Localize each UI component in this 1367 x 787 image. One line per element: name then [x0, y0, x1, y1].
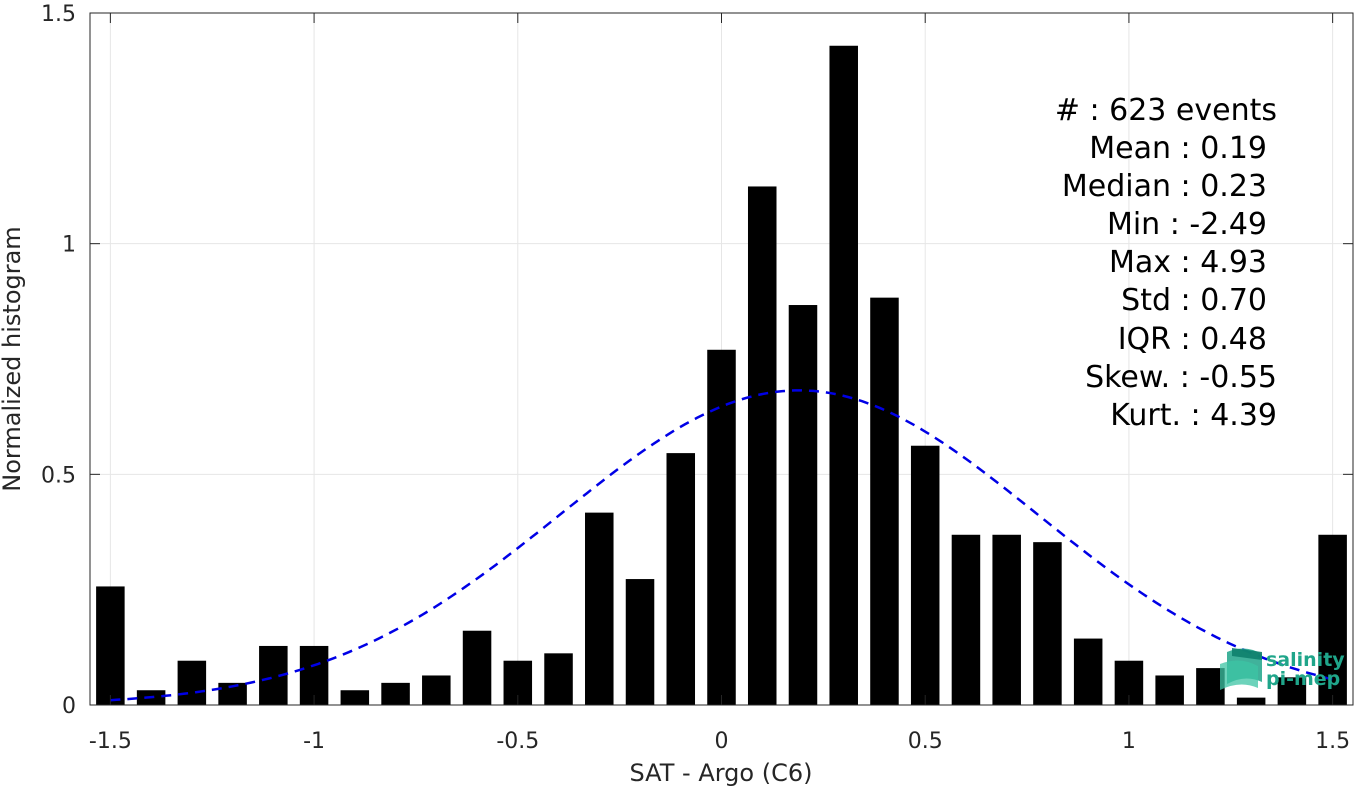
histogram-bar — [422, 675, 451, 705]
normal-fit-curve — [110, 389, 1333, 702]
histogram-bar — [340, 690, 370, 705]
y-tick-label: 0 — [62, 694, 76, 719]
histogram-bar — [707, 349, 736, 705]
x-tick-label: 0 — [715, 729, 729, 754]
stat-skew: Skew. : -0.55 — [1085, 360, 1277, 395]
histogram-bar — [1277, 677, 1307, 705]
histogram-bar — [177, 660, 207, 705]
histogram-bar — [544, 653, 573, 705]
stat-kurt: Kurt. : 4.39 — [1110, 398, 1277, 433]
stat-mean: Mean : 0.19 — [1089, 131, 1267, 166]
stat-iqr: IQR : 0.48 — [1118, 322, 1267, 357]
stat-std: Std : 0.70 — [1121, 283, 1267, 318]
salinity-pimep-logo: salinity pi-mep — [1220, 648, 1345, 690]
histogram-bar — [1073, 638, 1103, 705]
logo-line2: pi-mep — [1266, 668, 1340, 690]
histogram-bar — [747, 186, 777, 706]
y-tick-label: 1 — [62, 233, 76, 258]
histogram-bar — [992, 534, 1021, 705]
histogram-bar — [218, 682, 247, 705]
y-axis-label: Normalized histogram — [0, 226, 26, 491]
stat-max: Max : 4.93 — [1109, 245, 1267, 280]
histogram-bar — [1236, 697, 1266, 705]
histogram-bar — [1196, 668, 1225, 705]
stat-events: # : 623 events — [1055, 93, 1277, 128]
histogram-bar — [1033, 542, 1062, 705]
x-tick-label: 1.5 — [1315, 729, 1350, 754]
histogram-bar — [870, 297, 899, 705]
y-tick-label: 0.5 — [41, 463, 76, 488]
x-tick-label: 0.5 — [908, 729, 943, 754]
statistics-annotation: # : 623 events Mean : 0.19 Median : 0.23… — [1055, 93, 1277, 433]
histogram-bar — [910, 445, 940, 705]
logo-line1: salinity — [1266, 649, 1345, 671]
histogram-bar — [1155, 675, 1184, 705]
histogram-bar — [462, 630, 492, 705]
y-tick-label: 1.5 — [41, 2, 76, 27]
histogram-bar — [951, 534, 981, 705]
axis-ticks: -1.5 -1 -0.5 0 0.5 1 1.5 0 0.5 1 1.5 — [41, 2, 1353, 754]
x-tick-label: 1 — [1122, 729, 1136, 754]
histogram-bar — [788, 305, 818, 705]
x-tick-label: -0.5 — [496, 729, 539, 754]
histogram-bar — [585, 512, 614, 705]
histogram-bar — [625, 579, 655, 705]
x-tick-label: -1 — [303, 729, 325, 754]
x-tick-label: -1.5 — [89, 729, 132, 754]
histogram-bar — [96, 586, 125, 705]
histogram-bar — [666, 453, 696, 705]
wave-logo-icon — [1220, 648, 1262, 690]
histogram-bar — [381, 682, 410, 705]
histogram-bar — [829, 45, 858, 706]
stat-median: Median : 0.23 — [1062, 169, 1267, 204]
x-axis-label: SAT - Argo (C6) — [630, 759, 813, 787]
stat-min: Min : -2.49 — [1107, 207, 1267, 242]
